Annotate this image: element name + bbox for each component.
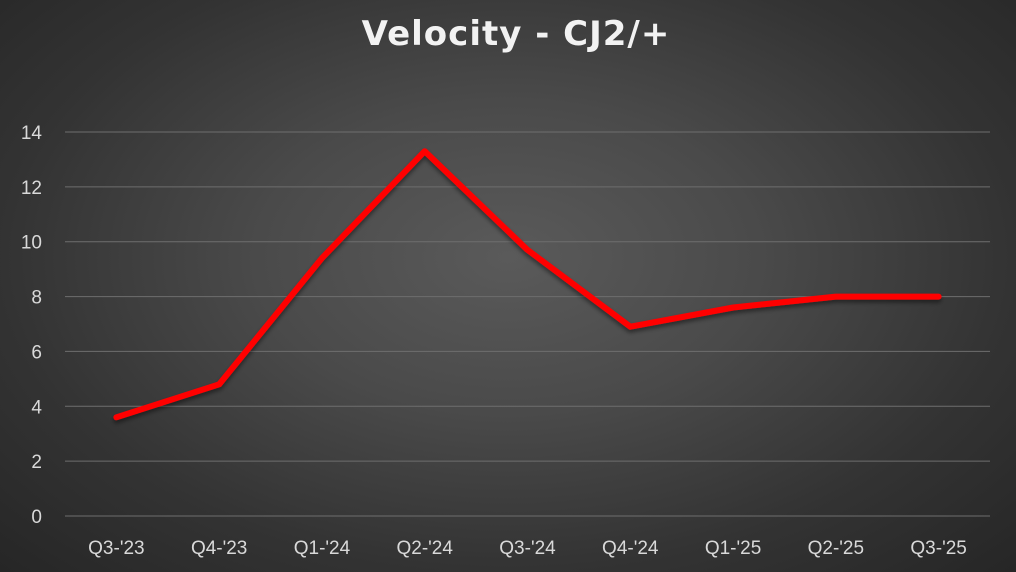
y-tick-label: 4 [31,397,42,418]
x-tick-label: Q4-'23 [191,538,247,559]
y-axis: 0 2 4 6 8 10 12 14 [21,123,43,528]
x-tick-label: Q3-'25 [910,538,966,559]
y-tick-label: 8 [31,288,42,309]
y-tick-label: 12 [21,178,42,199]
y-tick-label: 6 [31,342,42,363]
x-tick-label: Q2-'24 [397,538,454,559]
x-tick-label: Q4-'24 [602,538,659,559]
data-point [321,257,323,259]
data-point [732,307,734,309]
x-tick-label: Q3-'23 [88,538,144,559]
series-line [113,148,942,421]
data-point [424,150,426,152]
y-tick-label: 10 [21,233,42,254]
data-point [629,326,631,328]
data-point [835,296,837,298]
x-tick-label: Q1-'25 [705,538,761,559]
data-point [527,249,528,251]
gridlines [65,131,990,517]
x-tick-label: Q3-'24 [499,538,556,559]
x-tick-label: Q1-'24 [294,538,351,559]
y-tick-label: 0 [31,507,42,528]
chart-title: Velocity - CJ2/+ [362,14,671,54]
data-point [218,383,220,385]
x-axis: Q3-'23 Q4-'23 Q1-'24 Q2-'24 Q3-'24 Q4-'24 Q1-'… [88,538,967,559]
data-point [938,296,940,298]
y-tick-label: 14 [21,123,43,144]
x-tick-label: Q2-'25 [808,538,864,559]
y-tick-label: 2 [31,452,42,473]
series-group [113,148,942,421]
data-point [115,416,117,418]
